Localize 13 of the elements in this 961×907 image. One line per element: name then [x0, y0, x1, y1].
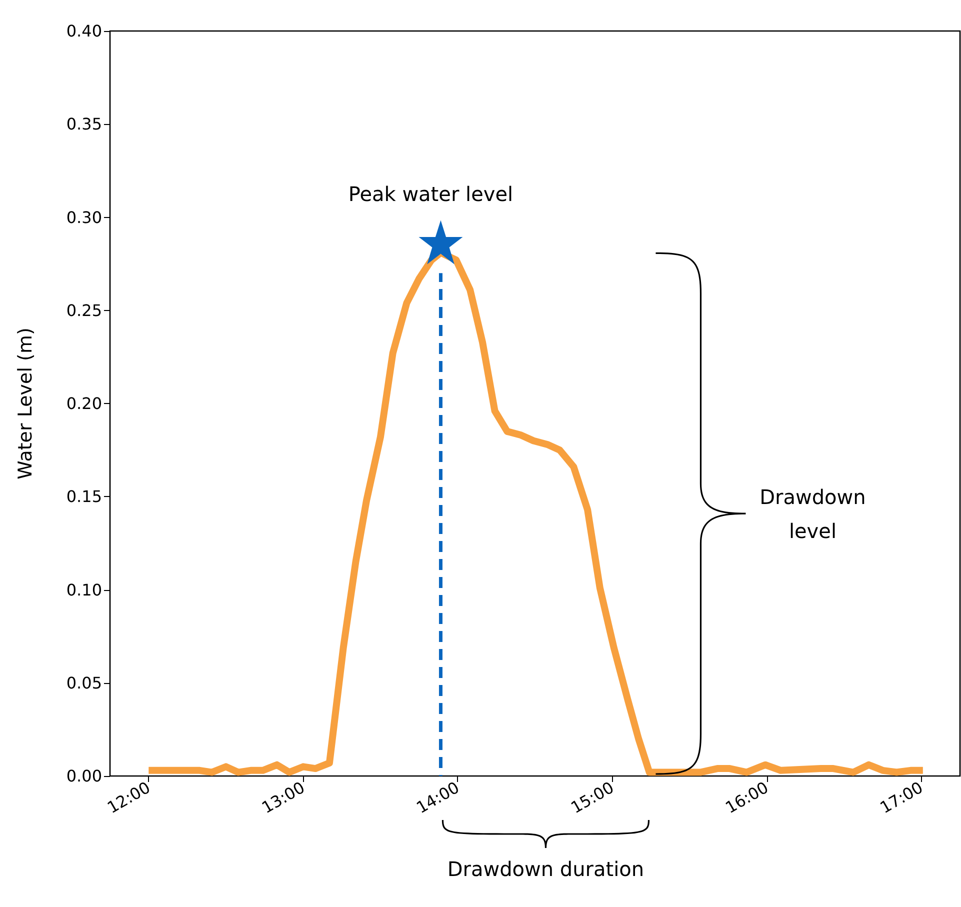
y-axis-title: Water Level (m) [14, 328, 36, 480]
y-tick-label: 0.20 [66, 394, 102, 413]
y-tick-label: 0.00 [66, 766, 102, 786]
annotation: Peak water level [347, 181, 514, 208]
y-tick-label: 0.25 [66, 300, 102, 320]
text: Drawdown duration [446, 856, 646, 883]
y-tick-label: 0.35 [66, 114, 102, 134]
y-tick-label: 0.15 [66, 487, 102, 506]
y-tick-label: 0.40 [66, 22, 102, 40]
annotation: Drawdown level [758, 484, 867, 545]
y-tick-label: 0.10 [66, 580, 102, 600]
y-tick-label: 0.30 [66, 208, 102, 227]
y-tick-label: 0.05 [66, 673, 102, 692]
